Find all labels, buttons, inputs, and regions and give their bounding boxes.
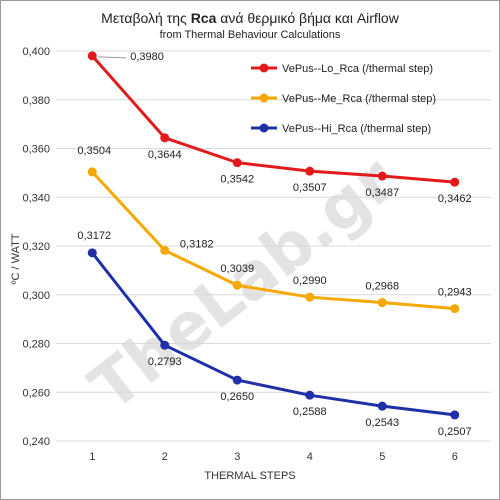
y-tick-label: 0,400 [22, 46, 50, 58]
data-label: 0,2990 [293, 275, 327, 287]
y-tick-label: 0,300 [22, 290, 50, 302]
data-labels: 0,3980 0,3644 0,3542 0,3507 0,3487 0,3462 0,35… [77, 51, 471, 438]
series-line-3 [91, 251, 455, 417]
y-tick-label: 0,360 [22, 144, 50, 156]
data-point [160, 133, 170, 143]
data-point [160, 340, 170, 350]
y-tick-label: 0,340 [22, 192, 50, 204]
data-point [305, 166, 315, 176]
data-label: 0,2650 [220, 391, 254, 403]
chart-subtitle: from Thermal Behaviour Calculations [160, 29, 341, 41]
legend-entry: VePus--Lo_Rca (/thermal step) [282, 63, 433, 75]
chart-title: Μεταβολή της Rca ανά θερμικό βήμα και Ai… [101, 10, 400, 26]
data-point [377, 298, 387, 308]
legend-marker [259, 63, 269, 73]
series-line-1 [91, 54, 455, 184]
y-tick-label: 0,280 [22, 339, 50, 351]
data-point [377, 401, 387, 411]
data-point [305, 390, 315, 400]
data-label: 0,3980 [130, 51, 164, 63]
data-point [87, 51, 97, 61]
legend-marker [259, 123, 269, 133]
series-lines [87, 51, 460, 420]
data-point [87, 248, 97, 258]
data-point [377, 171, 387, 181]
label-leader-line [98, 56, 127, 59]
legend-marker [259, 93, 269, 103]
x-tick-label: 1 [89, 451, 95, 463]
data-label: 0,3487 [365, 187, 399, 199]
y-tick-label: 0,240 [22, 436, 50, 448]
data-point [87, 167, 97, 177]
data-label: 0,2943 [438, 287, 472, 299]
title-prefix: Μεταβολή της [101, 10, 191, 26]
data-label: 0,2968 [365, 281, 399, 293]
data-point [450, 410, 460, 420]
legend-entry: VePus--Me_Rca (/thermal step) [282, 93, 436, 105]
data-label: 0,3462 [438, 193, 472, 205]
data-label: 0,3182 [180, 238, 214, 250]
title-suffix: ανά θερμικό βήμα και Airflow [216, 10, 399, 26]
data-point [305, 292, 315, 302]
y-tick-label: 0,260 [22, 387, 50, 399]
x-tick-label: 4 [307, 451, 313, 463]
y-tick-label: 0,380 [22, 95, 50, 107]
y-tick-label: 0,320 [22, 241, 50, 253]
data-point [450, 304, 460, 314]
data-label: 0,3542 [220, 174, 254, 186]
data-label: 0,2507 [438, 426, 472, 438]
legend: VePus--Lo_Rca (/thermal step) VePus--Me_R… [251, 63, 436, 135]
x-tick-label: 5 [379, 451, 385, 463]
data-label: 0,3644 [148, 149, 182, 161]
data-label: 0,2793 [148, 356, 182, 368]
x-axis-ticks: 1 2 3 4 5 6 [89, 451, 458, 463]
x-axis-label: THERMAL STEPS [204, 470, 295, 482]
data-point [232, 280, 242, 290]
data-point [450, 177, 460, 187]
x-tick-label: 3 [234, 451, 240, 463]
x-tick-label: 6 [452, 451, 458, 463]
data-point [232, 375, 242, 385]
data-label: 0,2588 [293, 406, 327, 418]
data-label: 0,2543 [365, 417, 399, 429]
data-label: 0,3504 [77, 145, 111, 157]
data-label: 0,3172 [77, 230, 111, 242]
grid-lines [56, 50, 491, 442]
series-line-2 [91, 170, 455, 311]
title-bold: Rca [191, 10, 217, 26]
x-tick-label: 2 [162, 451, 168, 463]
data-point [160, 245, 170, 255]
data-label: 0,3039 [220, 263, 254, 275]
y-axis-ticks: 0,240 0,260 0,280 0,300 0,320 0,340 0,360 0,380… [22, 46, 50, 448]
data-point [232, 158, 242, 168]
y-axis-label: ºC / WATT [10, 233, 22, 284]
data-label: 0,3507 [293, 182, 327, 194]
legend-entry: VePus--Hi_Rca (/thermal step) [282, 123, 431, 135]
